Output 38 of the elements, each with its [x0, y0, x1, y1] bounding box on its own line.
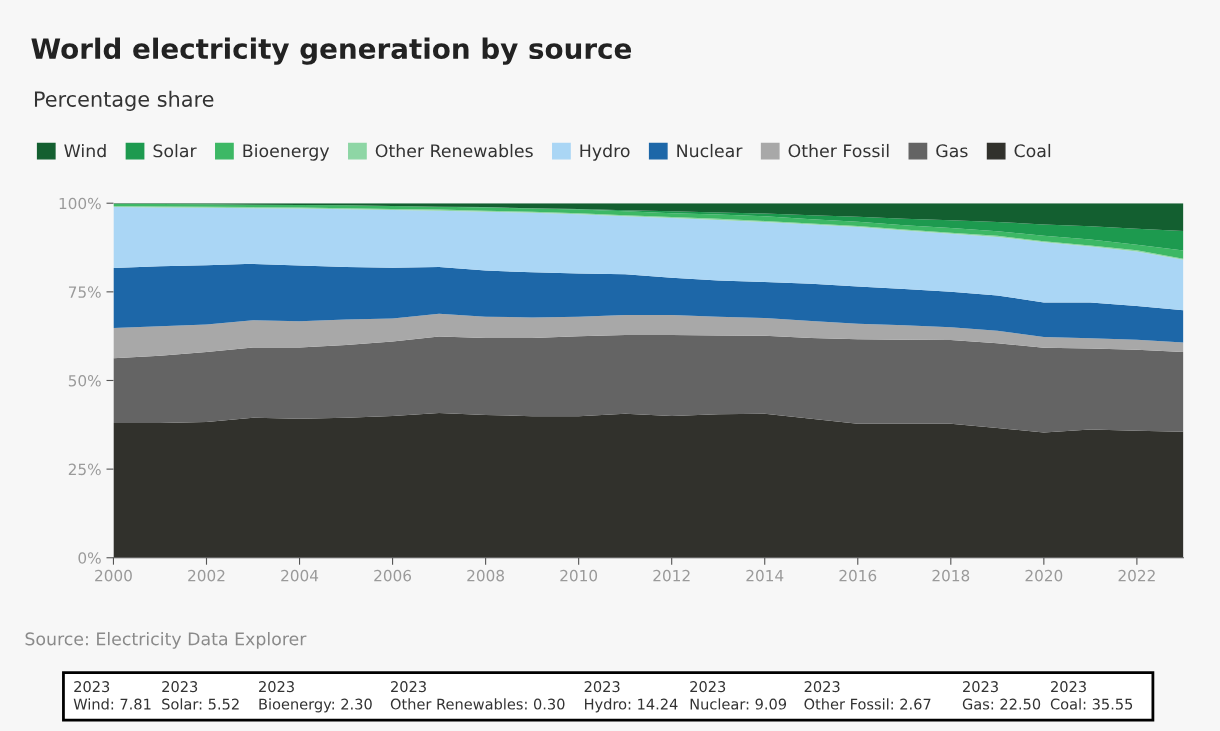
legend-label: Other Fossil — [788, 143, 889, 158]
y-tick-label: 0% — [78, 552, 101, 564]
y-tick-label: 25% — [68, 463, 101, 476]
x-tick-label: 2004 — [281, 569, 319, 582]
text: 2023 Nuclear: 9.09 — [690, 681, 787, 710]
y-tick-label: 75% — [68, 286, 101, 298]
source-note: Source: Electricity Data Explorer — [25, 631, 307, 649]
x-tick-label: 2014 — [746, 569, 784, 582]
legend-label: Bioenergy — [243, 143, 330, 161]
text: 2023 Hydro: 14.24 — [584, 681, 678, 713]
y-tick-label: 100% — [59, 197, 101, 210]
chart-title: World electricity generation by source — [31, 37, 632, 65]
y-tick-label: 50% — [68, 374, 101, 387]
text: 2023 Solar: 5.52 — [162, 681, 239, 710]
x-tick-label: 2020 — [1025, 569, 1063, 582]
text: 2023 Other Fossil: 2.67 — [804, 681, 931, 710]
text: 2023 Other Renewables: 0.30 — [390, 681, 565, 710]
x-tick-label: 2010 — [560, 569, 598, 582]
x-tick-label: 2002 — [188, 569, 225, 582]
text: 2023 Wind: 7.81 — [73, 681, 151, 710]
text: 2023 Bioenergy: 2.30 — [259, 681, 372, 713]
chart-subtitle: Percentage share — [34, 90, 214, 111]
x-tick-label: 2016 — [839, 569, 877, 582]
legend-label: Hydro — [580, 143, 630, 161]
text: 2023 Gas: 22.50 — [962, 681, 1041, 710]
x-tick-label: 2012 — [653, 569, 690, 582]
legend-label: Nuclear — [677, 143, 743, 158]
x-tick-label: 2006 — [374, 569, 412, 582]
legend-label: Gas — [936, 144, 968, 158]
legend-label: Solar — [153, 143, 197, 158]
legend-label: Coal — [1014, 143, 1051, 158]
x-tick-label: 2022 — [1118, 569, 1155, 582]
x-tick-label: 2018 — [932, 569, 970, 582]
text: 2023 Coal: 35.55 — [1050, 681, 1133, 710]
legend-label: Other Renewables — [375, 143, 533, 158]
x-tick-label: 2008 — [467, 569, 505, 582]
x-tick-label: 2000 — [95, 569, 132, 582]
legend-label: Wind — [64, 143, 106, 158]
